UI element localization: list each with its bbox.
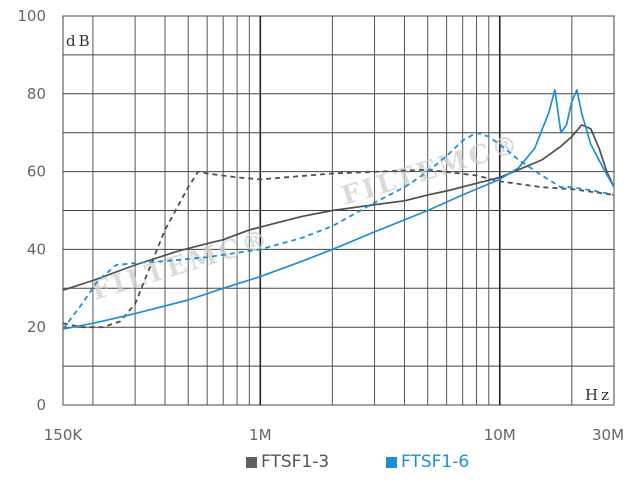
legend-swatch-ftsf1-3 bbox=[246, 456, 257, 468]
x-tick-label: 10M bbox=[484, 426, 516, 444]
y-tick-label: 60 bbox=[27, 163, 46, 181]
series-layer bbox=[62, 89, 615, 330]
legend-swatch-ftsf1-6 bbox=[386, 456, 397, 468]
series-2-dashed-line bbox=[62, 131, 615, 330]
series-1-dashed-line bbox=[62, 168, 615, 329]
axis-text: dB Hz bbox=[66, 32, 612, 404]
x-unit-label: Hz bbox=[585, 386, 612, 404]
series-2-solid-line bbox=[62, 89, 615, 330]
y-unit-label: dB bbox=[66, 32, 93, 50]
legend: FTSF1-3 FTSF1-6 bbox=[0, 452, 630, 478]
y-tick-label: 20 bbox=[27, 318, 46, 336]
legend-label-ftsf1-6: FTSF1-6 bbox=[401, 452, 470, 472]
x-tick-label: 1M bbox=[249, 426, 272, 444]
y-tick-label: 80 bbox=[27, 85, 46, 103]
x-tick-label: 150K bbox=[44, 426, 84, 444]
series-1-solid-line bbox=[62, 124, 615, 292]
y-tick-label: 40 bbox=[27, 240, 46, 258]
legend-item-ftsf1-3: FTSF1-3 bbox=[246, 452, 329, 472]
y-tick-label: 100 bbox=[17, 7, 46, 25]
y-tick-label: 0 bbox=[36, 396, 46, 414]
legend-label-ftsf1-3: FTSF1-3 bbox=[261, 452, 330, 472]
x-tick-label: 30M bbox=[592, 426, 624, 444]
tick-labels: 0 20 40 60 80 100 150K 1M 10M 30M bbox=[17, 7, 624, 444]
legend-item-ftsf1-6: FTSF1-6 bbox=[386, 452, 469, 472]
